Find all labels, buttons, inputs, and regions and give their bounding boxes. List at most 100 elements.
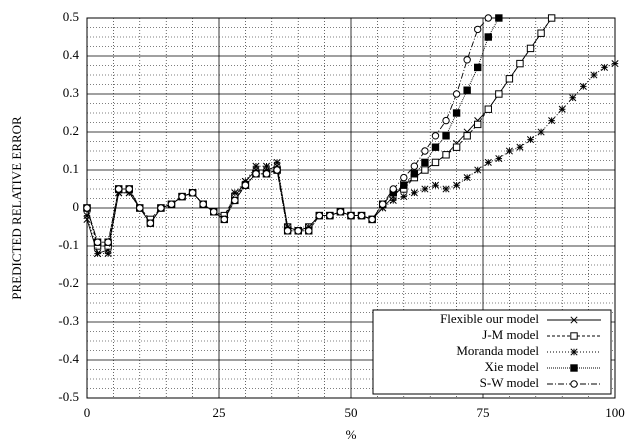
marker (83, 204, 91, 212)
marker (484, 33, 492, 41)
x-tick-label: 25 (213, 405, 226, 420)
marker (231, 189, 239, 197)
marker (421, 147, 429, 155)
marker (463, 56, 471, 64)
marker (442, 132, 450, 140)
marker (252, 162, 260, 170)
marker (453, 181, 461, 189)
y-tick-label: 0.2 (63, 123, 79, 138)
marker (284, 223, 292, 231)
y-tick-label: 0 (73, 199, 80, 214)
legend-label: Flexible our model (440, 311, 539, 326)
marker (93, 238, 102, 246)
marker (336, 208, 345, 216)
marker (305, 227, 313, 235)
marker (199, 200, 207, 208)
marker (241, 177, 249, 185)
marker (136, 204, 144, 212)
marker (590, 71, 598, 79)
marker (378, 200, 387, 208)
marker (579, 82, 587, 90)
series-line (86, 17, 489, 243)
marker (241, 181, 250, 189)
marker (570, 316, 578, 324)
marker (410, 162, 419, 170)
marker (463, 174, 471, 182)
marker (188, 189, 197, 197)
marker (474, 120, 482, 129)
marker (410, 189, 418, 197)
marker (442, 185, 450, 193)
x-tick-label: 75 (477, 405, 490, 420)
marker (167, 200, 176, 208)
marker (421, 166, 429, 174)
marker (526, 136, 535, 144)
marker (146, 219, 155, 227)
x-axis-label: % (346, 427, 357, 442)
marker (570, 380, 578, 388)
marker (547, 14, 556, 22)
marker (463, 132, 471, 140)
legend-label: Xie model (484, 359, 539, 374)
x-tick-label: 100 (605, 405, 625, 420)
y-tick-label: -0.2 (58, 275, 79, 290)
y-tick-label: -0.4 (58, 351, 79, 366)
marker (474, 63, 482, 72)
marker (94, 250, 102, 258)
series (83, 14, 556, 258)
marker (273, 166, 281, 174)
marker (421, 185, 429, 193)
marker (431, 181, 440, 189)
marker (452, 109, 461, 117)
marker (400, 173, 408, 182)
marker (252, 170, 260, 178)
marker (431, 132, 440, 140)
marker (231, 196, 239, 205)
marker (611, 60, 619, 68)
marker (570, 332, 578, 340)
y-tick-label: -0.1 (58, 237, 79, 252)
marker (484, 14, 492, 22)
x-tick-label: 0 (84, 405, 91, 420)
y-tick-label: 0.3 (63, 85, 79, 100)
series (83, 14, 492, 246)
marker (442, 116, 450, 125)
legend-label: J-M model (482, 327, 539, 342)
marker (115, 189, 123, 197)
marker (347, 211, 355, 220)
marker (570, 364, 578, 372)
y-tick-label: 0.1 (63, 161, 79, 176)
marker (262, 162, 271, 170)
marker (558, 105, 566, 113)
marker (125, 189, 133, 197)
y-tick-label: -0.5 (58, 389, 79, 404)
marker (516, 143, 524, 151)
marker (495, 90, 503, 98)
marker (283, 227, 292, 235)
marker (484, 105, 492, 113)
marker (537, 29, 545, 37)
marker (505, 75, 514, 83)
marker (505, 147, 513, 155)
legend-label: S-W model (480, 375, 540, 390)
marker (315, 211, 324, 220)
marker (600, 63, 608, 71)
marker (294, 227, 302, 235)
marker (357, 211, 366, 220)
marker (526, 44, 535, 53)
marker (326, 211, 334, 220)
marker (178, 192, 186, 201)
marker (474, 166, 482, 174)
marker (379, 204, 387, 212)
marker (484, 158, 492, 166)
marker (368, 215, 376, 224)
marker (83, 212, 91, 220)
marker (210, 208, 218, 216)
series (83, 14, 503, 246)
marker (452, 90, 461, 98)
marker (431, 143, 440, 151)
marker (400, 193, 408, 201)
y-tick-label: 0.5 (63, 9, 79, 24)
marker (474, 25, 482, 34)
